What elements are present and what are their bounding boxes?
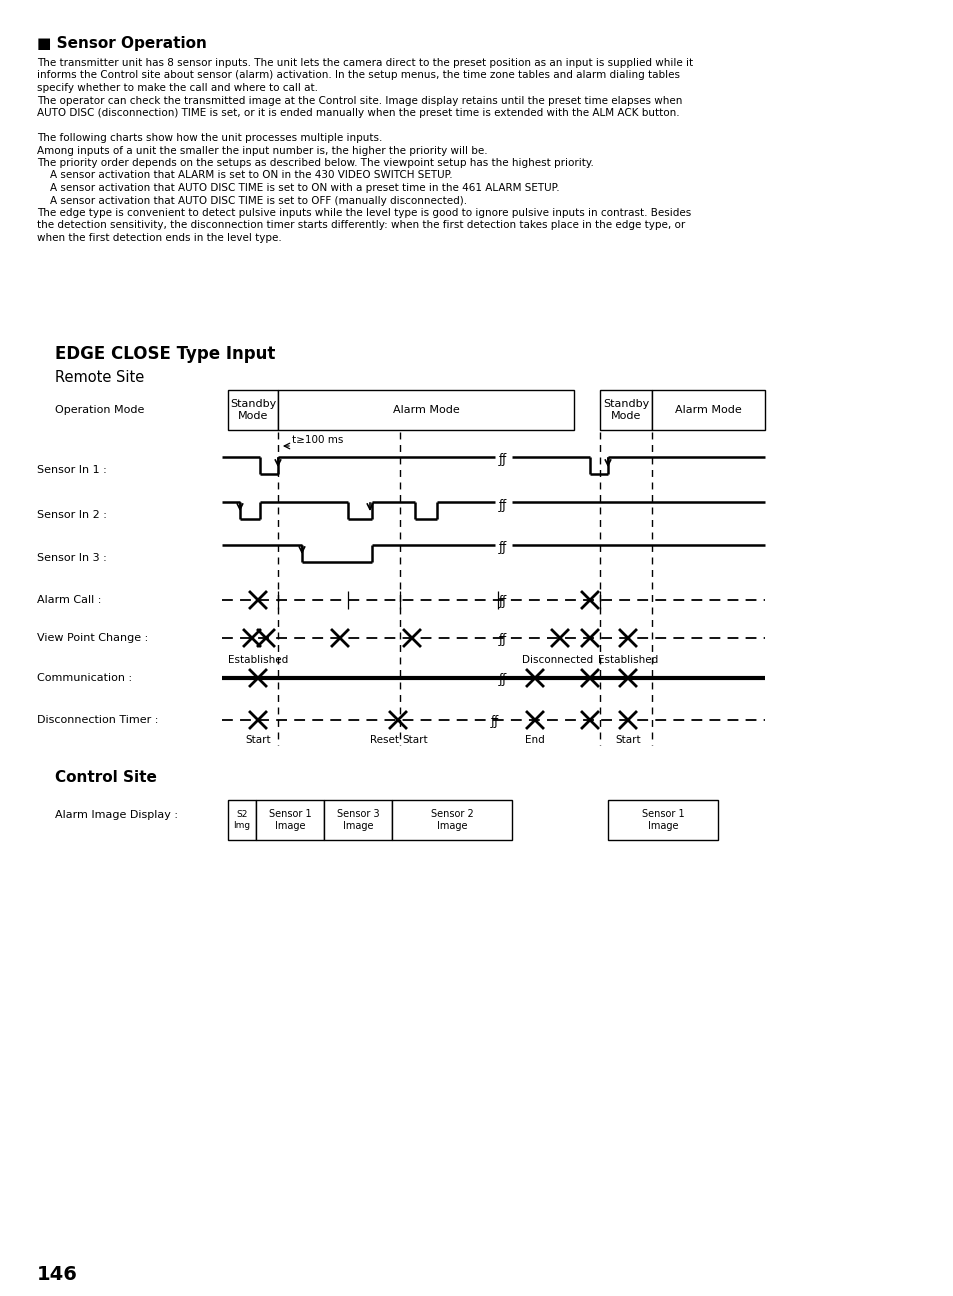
Text: ■ Sensor Operation: ■ Sensor Operation (37, 36, 207, 51)
Text: informs the Control site about sensor (alarm) activation. In the setup menus, th: informs the Control site about sensor (a… (37, 70, 679, 80)
Text: Sensor In 1 :: Sensor In 1 : (37, 465, 107, 476)
Text: Sensor 2
Image: Sensor 2 Image (430, 809, 473, 831)
Text: Disconnection Timer :: Disconnection Timer : (37, 715, 158, 724)
Text: AUTO DISC (disconnection) TIME is set, or it is ended manually when the preset t: AUTO DISC (disconnection) TIME is set, o… (37, 108, 679, 118)
Text: S2
Img: S2 Img (233, 810, 251, 829)
Bar (255, 800, 324, 840)
Text: Reset: Reset (370, 735, 399, 745)
Text: Communication :: Communication : (37, 673, 132, 683)
Text: The priority order depends on the setups as described below. The viewpoint setup: The priority order depends on the setups… (37, 158, 594, 168)
Text: Sensor 3
Image: Sensor 3 Image (336, 809, 379, 831)
Text: Start: Start (245, 735, 271, 745)
Text: Alarm Mode: Alarm Mode (675, 404, 741, 415)
Bar (228, 390, 277, 430)
Text: ƒƒ: ƒƒ (498, 542, 507, 555)
Text: The following charts show how the unit processes multiple inputs.: The following charts show how the unit p… (37, 133, 382, 143)
Text: Disconnected: Disconnected (522, 654, 593, 665)
Text: ƒƒ: ƒƒ (498, 454, 507, 467)
Text: Sensor 1
Image: Sensor 1 Image (641, 809, 683, 831)
Text: Among inputs of a unit the smaller the input number is, the higher the priority : Among inputs of a unit the smaller the i… (37, 145, 487, 156)
Text: A sensor activation that AUTO DISC TIME is set to ON with a preset time in the 4: A sensor activation that AUTO DISC TIME … (37, 183, 559, 193)
Text: Standby
Mode: Standby Mode (230, 399, 275, 421)
Text: 146: 146 (37, 1265, 78, 1284)
Text: Start: Start (402, 735, 427, 745)
Text: ƒƒ: ƒƒ (491, 715, 498, 728)
Text: The edge type is convenient to detect pulsive inputs while the level type is goo: The edge type is convenient to detect pu… (37, 207, 691, 218)
Bar (599, 390, 651, 430)
Text: ƒƒ: ƒƒ (498, 634, 507, 647)
Bar (607, 800, 718, 840)
Text: when the first detection ends in the level type.: when the first detection ends in the lev… (37, 233, 281, 244)
Text: The operator can check the transmitted image at the Control site. Image display : The operator can check the transmitted i… (37, 96, 681, 105)
Text: Control Site: Control Site (55, 770, 156, 785)
Text: Start: Start (615, 735, 640, 745)
Text: Operation Mode: Operation Mode (55, 404, 144, 415)
Text: Standby
Mode: Standby Mode (602, 399, 648, 421)
Text: specify whether to make the call and where to call at.: specify whether to make the call and whe… (37, 83, 317, 93)
Text: End: End (524, 735, 544, 745)
Text: Sensor In 2 :: Sensor In 2 : (37, 511, 107, 520)
Text: Alarm Call :: Alarm Call : (37, 595, 101, 605)
Text: A sensor activation that ALARM is set to ON in the 430 VIDEO SWITCH SETUP.: A sensor activation that ALARM is set to… (37, 171, 452, 180)
Text: Remote Site: Remote Site (55, 369, 144, 385)
Bar (277, 390, 574, 430)
Text: Established: Established (598, 654, 658, 665)
Text: Alarm Mode: Alarm Mode (393, 404, 459, 415)
Bar (392, 800, 512, 840)
Text: ƒƒ: ƒƒ (498, 674, 507, 687)
Text: t≥100 ms: t≥100 ms (292, 435, 343, 445)
Text: EDGE CLOSE Type Input: EDGE CLOSE Type Input (55, 345, 275, 363)
Text: A sensor activation that AUTO DISC TIME is set to OFF (manually disconnected).: A sensor activation that AUTO DISC TIME … (37, 196, 467, 206)
Text: Sensor 1
Image: Sensor 1 Image (269, 809, 311, 831)
Text: ƒƒ: ƒƒ (498, 499, 507, 512)
Bar (651, 390, 764, 430)
Text: ƒƒ: ƒƒ (498, 595, 507, 609)
Text: Established: Established (228, 654, 288, 665)
Text: the detection sensitivity, the disconnection timer starts differently: when the : the detection sensitivity, the disconnec… (37, 220, 684, 231)
Text: View Point Change :: View Point Change : (37, 632, 148, 643)
Bar (324, 800, 392, 840)
Text: Alarm Image Display :: Alarm Image Display : (55, 810, 178, 820)
Text: The transmitter unit has 8 sensor inputs. The unit lets the camera direct to the: The transmitter unit has 8 sensor inputs… (37, 58, 693, 67)
Text: Sensor In 3 :: Sensor In 3 : (37, 553, 107, 562)
Bar (228, 800, 255, 840)
